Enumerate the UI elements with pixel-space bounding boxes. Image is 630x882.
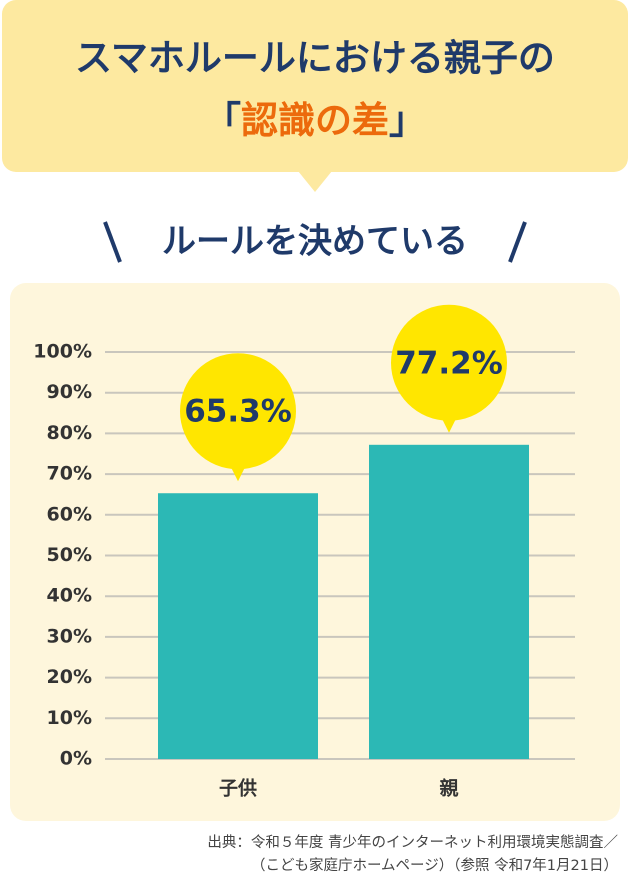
plot: 0% 10% 20% 30% 40% 50% 60% 70% 80% 90% 100% 65.3% 子供… xyxy=(33,304,575,800)
header-title-2: 「認識の差」 xyxy=(204,99,426,142)
highlight: 認識の差 xyxy=(241,99,389,142)
value-label: 65.3% xyxy=(184,394,292,430)
bar xyxy=(369,444,529,759)
header-banner xyxy=(2,0,628,172)
header-title: スマホルールにおける親子の xyxy=(75,37,555,80)
x-tick-label: 親 xyxy=(439,777,458,800)
y-tick-label: 30% xyxy=(47,625,92,647)
slash-decoration xyxy=(103,221,122,263)
y-tick-label: 40% xyxy=(47,585,92,607)
y-tick-label: 70% xyxy=(47,463,92,485)
y-tick-label: 60% xyxy=(47,503,92,525)
banner-pointer xyxy=(298,171,332,192)
source: （こども家庭庁ホームページ）（参照 令和7年1月21日） xyxy=(251,857,618,874)
value-bubble xyxy=(391,304,507,421)
y-tick-label: 10% xyxy=(47,707,92,729)
slash-decoration xyxy=(508,221,527,263)
chart-title: ルールを決めている xyxy=(162,222,468,262)
value-label: 77.2% xyxy=(395,345,503,381)
y-tick-label: 50% xyxy=(47,544,92,566)
value-bubble xyxy=(180,353,296,470)
bracket: 「 xyxy=(204,99,241,142)
x-tick-label: 子供 xyxy=(219,777,257,800)
source: 出典：令和５年度 青少年のインターネット利用環境実態調査／ xyxy=(207,833,618,851)
y-tick-label: 0% xyxy=(60,748,92,770)
y-tick-label: 90% xyxy=(47,381,92,403)
y-tick-label: 20% xyxy=(47,666,92,688)
y-tick-label: 100% xyxy=(33,341,92,363)
bar xyxy=(158,493,318,759)
bracket: 」 xyxy=(389,99,426,142)
y-tick-label: 80% xyxy=(47,422,92,444)
